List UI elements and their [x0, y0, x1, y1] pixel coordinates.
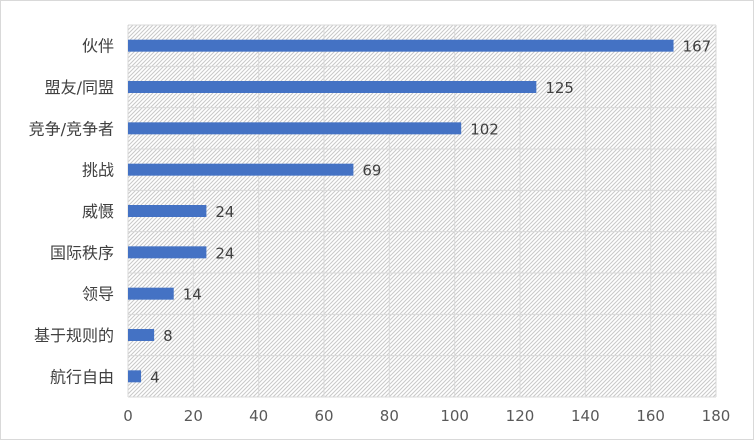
data-label: 69	[362, 162, 381, 180]
x-tick-label: 160	[636, 407, 665, 425]
x-tick-label: 100	[440, 407, 469, 425]
category-label: 盟友/同盟	[45, 78, 114, 97]
x-tick-label: 0	[123, 407, 133, 425]
data-label: 102	[470, 120, 499, 138]
data-label: 8	[163, 327, 173, 345]
data-label: 14	[183, 286, 202, 304]
data-label: 167	[683, 38, 712, 56]
bar	[128, 39, 674, 52]
bar	[128, 287, 174, 300]
bar	[128, 246, 207, 259]
bar	[128, 205, 207, 217]
bar	[128, 329, 155, 341]
category-label: 基于规则的	[34, 326, 114, 345]
category-label: 竞争/竞争者	[29, 119, 114, 138]
x-tick-label: 60	[314, 407, 333, 425]
x-tick-label: 20	[184, 407, 203, 425]
category-label: 领导	[82, 285, 114, 304]
x-tick-label: 180	[702, 407, 731, 425]
category-label: 威慑	[82, 202, 114, 221]
bar	[128, 122, 462, 135]
data-label: 24	[215, 244, 234, 262]
data-label: 4	[150, 368, 160, 386]
data-label: 24	[215, 203, 234, 221]
category-label: 伙伴	[82, 37, 114, 56]
bar	[128, 370, 142, 383]
data-label: 125	[545, 79, 574, 97]
x-tick-label: 120	[506, 407, 535, 425]
category-label: 航行自由	[50, 367, 114, 386]
category-label: 挑战	[82, 161, 114, 180]
bar	[128, 163, 354, 176]
x-tick-label: 80	[380, 407, 399, 425]
x-tick-label: 40	[249, 407, 268, 425]
category-label: 国际秩序	[50, 243, 114, 262]
x-tick-label: 140	[571, 407, 600, 425]
bar	[128, 81, 537, 93]
